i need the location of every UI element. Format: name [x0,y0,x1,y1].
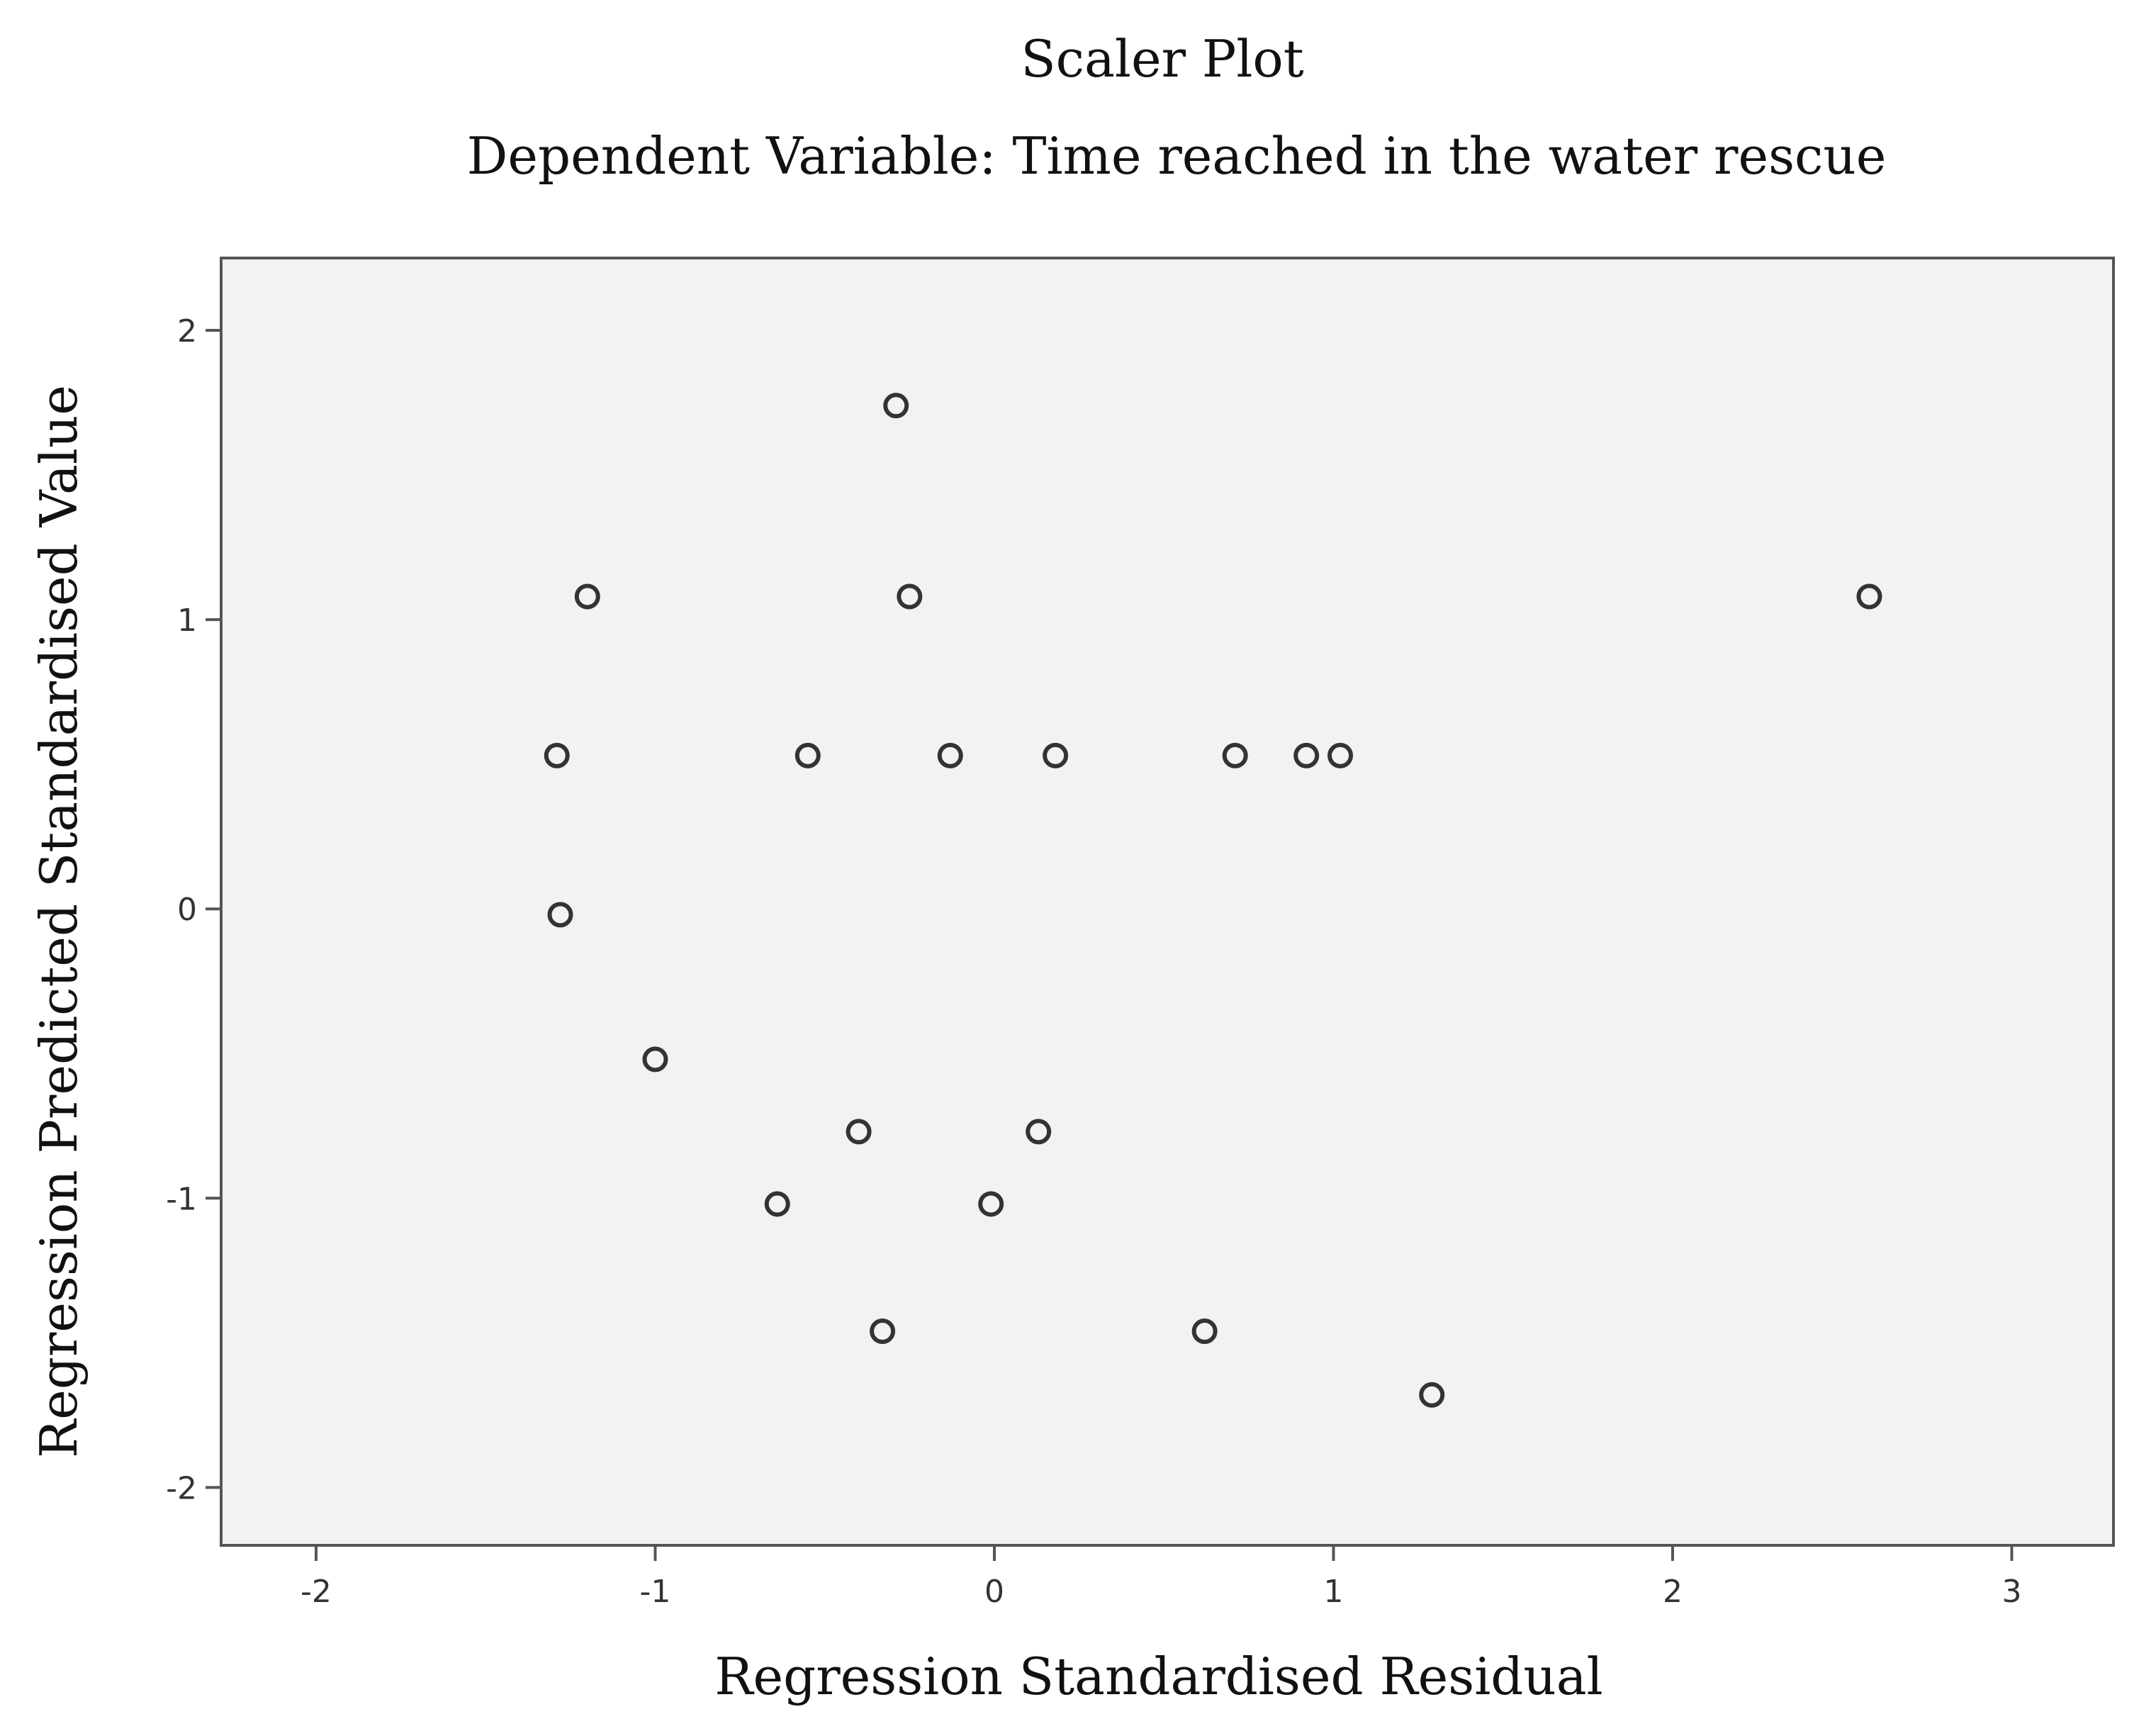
data-point [978,1191,1004,1217]
y-tick-label: 1 [177,603,197,639]
plot-area [220,257,2115,1547]
data-point [883,393,909,419]
x-tick-label: 0 [984,1574,1004,1610]
y-tick-label: 0 [177,892,197,928]
data-points [544,393,1882,1408]
data-point [1856,583,1882,610]
data-point [1327,742,1354,768]
x-axis: -2 -1 0 1 2 3 [301,1545,2021,1610]
data-point [1293,742,1320,768]
data-point [870,1318,896,1345]
data-point [1043,742,1069,768]
y-tick-label: -2 [166,1470,197,1506]
data-point [1191,1318,1218,1345]
data-point [1419,1382,1445,1408]
x-axis-title: Regression Standardised Residual [714,1647,1602,1706]
data-point [937,742,963,768]
data-point [1222,742,1248,768]
chart-subtitle: Dependent Variable: Time reached in the … [467,126,1887,186]
data-point [547,902,573,928]
data-point [1026,1119,1052,1145]
y-axis: 2 1 0 -1 -2 [166,313,221,1506]
data-point [574,583,600,610]
data-point [795,742,821,768]
data-point [642,1046,668,1073]
chart-title: Scaler Plot [1021,29,1303,89]
data-point [846,1119,872,1145]
y-axis-title: Regression Predicted Standardised Value [29,385,89,1458]
x-tick-label: 3 [2002,1574,2021,1610]
y-tick-label: -1 [166,1181,197,1217]
data-point [544,742,570,768]
x-tick-label: 2 [1663,1574,1683,1610]
y-tick-label: 2 [177,313,197,349]
x-tick-label: -2 [301,1574,332,1610]
x-tick-label: -1 [640,1574,671,1610]
data-point [897,583,923,610]
x-tick-label: 1 [1323,1574,1343,1610]
data-point [764,1191,790,1217]
